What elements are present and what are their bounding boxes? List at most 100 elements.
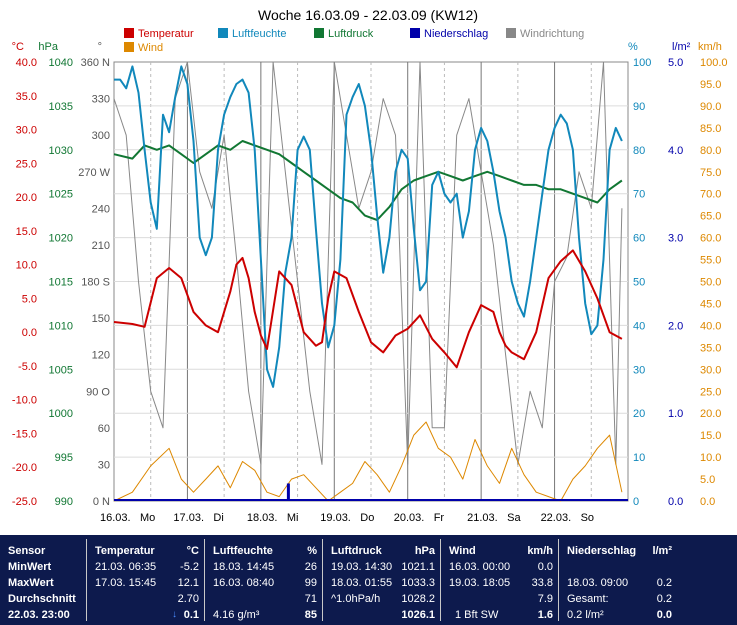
tick-humidity-5: 50 <box>633 277 645 289</box>
pres-max-time: 18.03. 01:55 <box>331 577 393 589</box>
temp-trend-icon: ↓ <box>172 609 177 620</box>
wind-avg-value: 7.9 <box>537 593 553 605</box>
pressure-unit: hPa <box>414 545 435 557</box>
temp-max-time: 17.03. 15:45 <box>95 577 157 589</box>
temp-current-value: 0.1 <box>183 609 199 621</box>
axes: °C 40.0 35.0 30.0 25.0 20.0 15.0 10.0 5.0 0.0 -5.0… <box>12 41 728 508</box>
x-weekday-0: Mo <box>140 512 155 524</box>
legend-label-4: Windrichtung <box>520 28 584 40</box>
wind-header: Wind <box>449 545 476 557</box>
temperature-unit: °C <box>186 545 199 557</box>
wind-min-value: 0.0 <box>537 561 553 573</box>
legend-swatch-4 <box>506 28 516 38</box>
tick-temp-2: 30.0 <box>16 125 37 137</box>
tick-temp-6: 10.0 <box>16 260 37 272</box>
chart-title: Woche 16.03.09 - 22.03.09 (KW12) <box>258 7 478 23</box>
rain-total-label: Gesamt: <box>567 593 609 605</box>
tick-direction-8: 120 <box>92 350 110 362</box>
legend-label-1: Luftfeuchte <box>232 28 286 40</box>
tick-pressure-7: 1005 <box>49 364 73 376</box>
axis-unit-humidity: % <box>628 41 638 53</box>
rain-current-value: 0.0 <box>656 609 672 621</box>
rain-column: Niederschlag l/m² 18.03. 09:00 0.2 Gesam… <box>558 539 676 621</box>
tick-direction-11: 30 <box>98 459 110 471</box>
tick-wind-10: 50.0 <box>700 277 721 289</box>
axis-unit-rain: l/m² <box>672 41 691 53</box>
legend-swatch-0 <box>124 28 134 38</box>
wind-unit: km/h <box>527 545 553 557</box>
pres-current-value: 1026.1 <box>401 609 435 621</box>
axis-unit-wind: km/h <box>698 41 722 53</box>
tick-rain-5: 0.0 <box>668 496 683 508</box>
tick-pressure-5: 1015 <box>49 277 73 289</box>
tick-temp-13: -25.0 <box>12 496 37 508</box>
tick-humidity-9: 10 <box>633 452 645 464</box>
temperature-header: Temperatur <box>95 545 155 557</box>
hum-absolute: 4.16 g/m³ <box>213 609 260 621</box>
tick-pressure-3: 1025 <box>49 189 73 201</box>
humidity-unit: % <box>307 545 317 557</box>
tick-temp-10: -10.0 <box>12 395 37 407</box>
sensor-column: Sensor MinWert MaxWert Durchschnitt 22.0… <box>0 539 86 621</box>
tick-humidity-4: 60 <box>633 233 645 245</box>
tick-wind-12: 40.0 <box>700 320 721 332</box>
x-date-0: 16.03. <box>100 512 131 524</box>
pres-trend: ^1.0hPa/h <box>331 593 381 605</box>
tick-wind-14: 30.0 <box>700 364 721 376</box>
legend-label-0: Temperatur <box>138 28 194 40</box>
rain-max-time: 18.03. 09:00 <box>567 577 629 589</box>
tick-wind-6: 70.0 <box>700 189 721 201</box>
maxwert-label: MaxWert <box>8 577 54 589</box>
tick-wind-11: 45.0 <box>700 298 721 310</box>
tick-pressure-2: 1030 <box>49 145 73 157</box>
sensor-header: Sensor <box>8 545 46 557</box>
rain-rate: 0.2 l/m² <box>567 609 604 621</box>
tick-temp-5: 15.0 <box>16 226 37 238</box>
tick-humidity-10: 0 <box>633 496 639 508</box>
series-line-wind <box>113 421 623 502</box>
legend-label-2: Luftdruck <box>328 28 374 40</box>
tick-wind-17: 15.0 <box>700 430 721 442</box>
tick-pressure-8: 1000 <box>49 408 73 420</box>
tick-direction-0: 360 N <box>81 57 110 69</box>
humidity-header: Luftfeuchte <box>213 545 273 557</box>
x-weekday-1: Di <box>213 512 223 524</box>
series-line-luftdruck <box>113 140 623 221</box>
tick-temp-0: 40.0 <box>16 57 37 69</box>
tick-rain-0: 5.0 <box>668 57 683 69</box>
series-line-luftfeuchte <box>114 65 623 388</box>
tick-direction-2: 300 <box>92 130 110 142</box>
tick-humidity-2: 80 <box>633 145 645 157</box>
summary-table: Sensor MinWert MaxWert Durchschnitt 22.0… <box>0 535 737 625</box>
legend-label-3: Niederschlag <box>424 28 488 40</box>
x-axis-labels: 16.03. Mo 17.03. Di 18.03. Mi 19.03. Do 20.03. Fr… <box>100 512 594 524</box>
tick-rain-1: 4.0 <box>668 145 683 157</box>
tick-direction-3: 270 W <box>78 167 110 179</box>
tick-direction-9: 90 O <box>86 386 110 398</box>
x-date-6: 22.03. <box>541 512 572 524</box>
humidity-column: Luftfeuchte % 18.03. 14:45 26 16.03. 08:… <box>204 539 323 621</box>
temp-avg-value: 2.70 <box>177 593 199 605</box>
tick-direction-5: 210 <box>92 240 110 252</box>
tick-temp-9: -5.0 <box>18 361 37 373</box>
rain-max-value: 0.2 <box>656 577 672 589</box>
rain-header: Niederschlag <box>567 545 637 557</box>
legend-swatch-2 <box>314 28 324 38</box>
pres-min-time: 19.03. 14:30 <box>331 561 393 573</box>
tick-wind-13: 35.0 <box>700 342 721 354</box>
wind-column: Wind km/h 16.03. 00:00 0.0 19.03. 18:05 … <box>440 539 559 621</box>
temp-min-value: -5.2 <box>180 561 199 573</box>
tick-rain-3: 2.0 <box>668 320 683 332</box>
wind-beaufort: 1 Bft SW <box>455 609 499 621</box>
tick-direction-6: 180 S <box>81 277 110 289</box>
tick-wind-2: 90.0 <box>700 101 721 113</box>
x-date-1: 17.03. <box>173 512 204 524</box>
tick-direction-12: 0 N <box>93 496 110 508</box>
pres-max-value: 1033.3 <box>401 577 435 589</box>
tick-humidity-6: 40 <box>633 320 645 332</box>
tick-wind-18: 10.0 <box>700 452 721 464</box>
rain-unit: l/m² <box>652 545 672 557</box>
tick-direction-7: 150 <box>92 313 110 325</box>
tick-wind-0: 100.0 <box>700 57 728 69</box>
tick-wind-9: 55.0 <box>700 255 721 267</box>
